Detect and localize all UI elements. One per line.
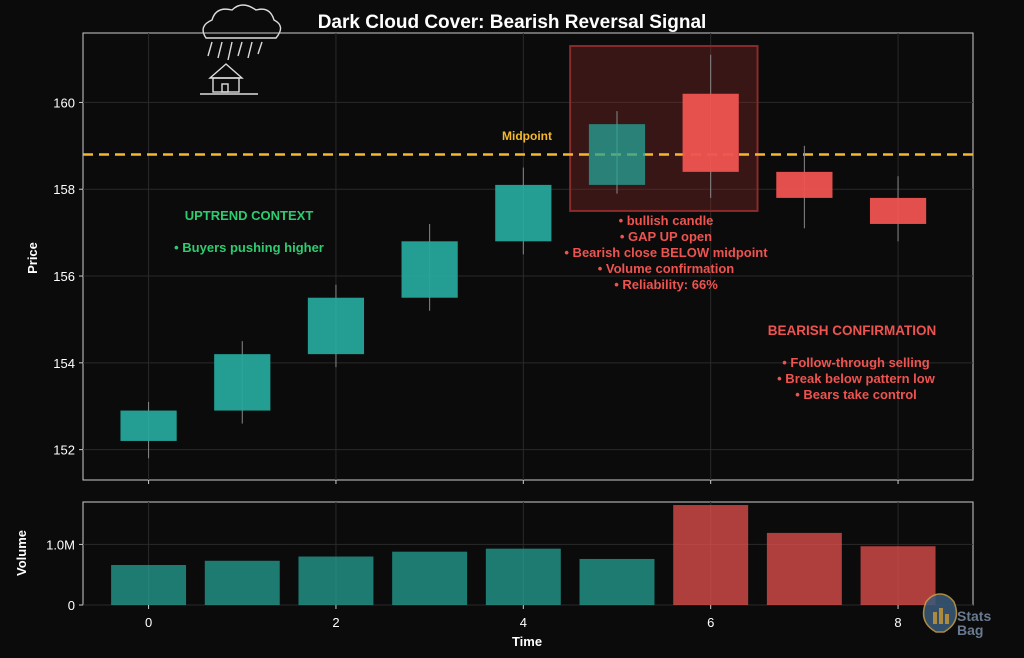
pattern-annotation-line: • bullish candle [619,213,714,228]
confirmation-annotation-line: • Bears take control [795,387,917,402]
storm-cloud-icon [200,4,282,95]
price-y-tick-label: 156 [53,269,75,284]
confirmation-annotation: • Follow-through selling• Break below pa… [777,355,936,402]
volume-x-ticks: 0 2 4 6 8 [145,605,902,630]
pattern-annotation-line: • Reliability: 66% [614,277,718,292]
candle-body [495,184,552,242]
price-plot-frame [82,32,974,481]
pattern-annotation-line: • Volume confirmation [598,261,735,276]
candle-body [682,93,739,172]
price-y-tick-label: 158 [53,182,75,197]
candle-body [214,354,271,411]
candle-0 [120,401,177,459]
stats-bag-logo: Stats Bag [922,593,991,638]
price-x-ticks [148,480,899,484]
confirmation-annotation-line: • Break below pattern low [777,371,936,386]
volume-y-label: Volume [14,530,29,576]
chart-title: Dark Cloud Cover: Bearish Reversal Signa… [318,12,707,33]
volume-bar [766,532,842,605]
volume-bar [579,558,655,605]
pattern-annotation-line: • Bearish close BELOW midpoint [564,245,768,260]
x-tick-label: 8 [894,615,901,630]
candle-1 [214,341,271,424]
pattern-annotation: • bullish candle• GAP UP open• Bearish c… [564,213,768,292]
price-y-tick-label: 160 [53,95,75,110]
x-tick-label: 6 [707,615,714,630]
candle-body [120,410,177,441]
price-grid [83,33,973,480]
x-tick-label: 2 [332,615,339,630]
volume-bar [392,551,468,605]
candle-body [307,297,365,355]
midpoint-label: Midpoint [502,129,552,143]
candle-body [401,241,458,298]
uptrend-text: • Buyers pushing higher [174,240,324,255]
volume-bar [860,546,936,605]
x-axis-label: Time [512,634,542,649]
candle-body [588,124,646,185]
candles [120,54,927,459]
candle-2 [307,284,365,368]
candle-body [776,171,833,198]
candle-3 [401,223,458,311]
candle-6 [682,54,739,198]
price-y-tick-label: 154 [53,356,75,371]
candle-4 [495,167,552,255]
money-bag-icon [922,593,958,633]
candle-body [869,197,927,224]
logo-text-line1: Stats [957,608,991,624]
pattern-annotation-line: • GAP UP open [620,229,712,244]
price-y-label: Price [25,242,40,274]
x-tick-label: 0 [145,615,152,630]
volume-y-tick-label: 1.0M [46,537,75,552]
volume-bars [111,505,936,605]
volume-bar [485,548,561,605]
volume-bar [111,565,187,605]
price-y-ticks: 152 154 156 158 160 [53,95,83,458]
confirmation-title: BEARISH CONFIRMATION [768,323,937,338]
uptrend-title: UPTREND CONTEXT [185,208,314,223]
candle-8 [869,176,927,242]
volume-bar [298,556,374,605]
logo-text-line2: Bag [957,622,983,638]
volume-y-ticks: 0 1.0M [46,537,83,613]
candle-7 [776,145,833,229]
volume-bar [204,560,280,605]
volume-bar [673,505,749,605]
candle-5 [588,111,646,194]
price-y-tick-label: 152 [53,443,75,458]
x-tick-label: 4 [520,615,527,630]
confirmation-annotation-line: • Follow-through selling [782,355,930,370]
volume-y-tick-label: 0 [68,598,75,613]
